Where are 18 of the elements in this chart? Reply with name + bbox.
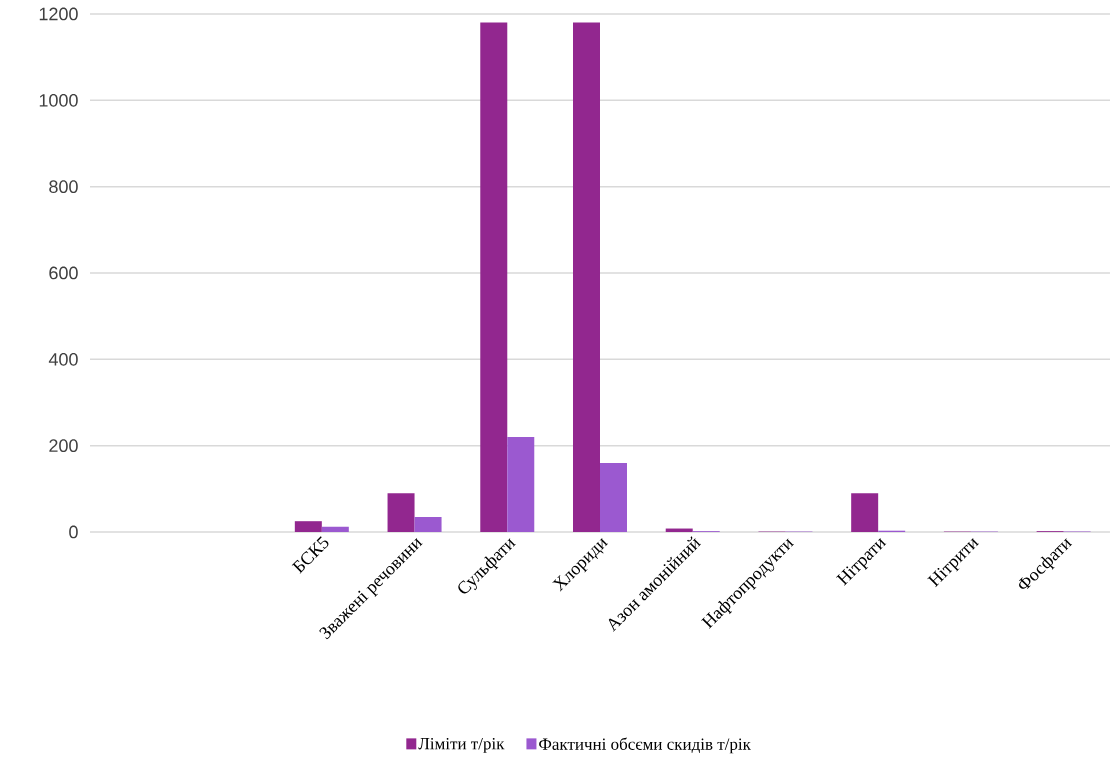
bar	[507, 437, 535, 532]
y-tick-label: 600	[49, 266, 78, 280]
bar	[294, 521, 322, 532]
bar	[321, 526, 349, 532]
y-tick-label: 400	[48, 352, 78, 366]
bar	[851, 493, 879, 532]
bar	[600, 462, 627, 532]
bar	[387, 493, 415, 532]
bar	[573, 22, 600, 532]
bar	[414, 516, 442, 532]
y-tick-label: 200	[49, 439, 78, 453]
y-tick-label: 1200	[39, 7, 78, 21]
y-tick-label: 1000	[39, 93, 78, 107]
bar	[480, 22, 508, 532]
y-tick-label: 800	[49, 180, 78, 194]
y-tick-label: 0	[69, 525, 78, 539]
legend-label: Ліміти т/рік	[418, 737, 505, 753]
legend-label: Фактичні обсєми скидів т/рік	[539, 737, 751, 754]
